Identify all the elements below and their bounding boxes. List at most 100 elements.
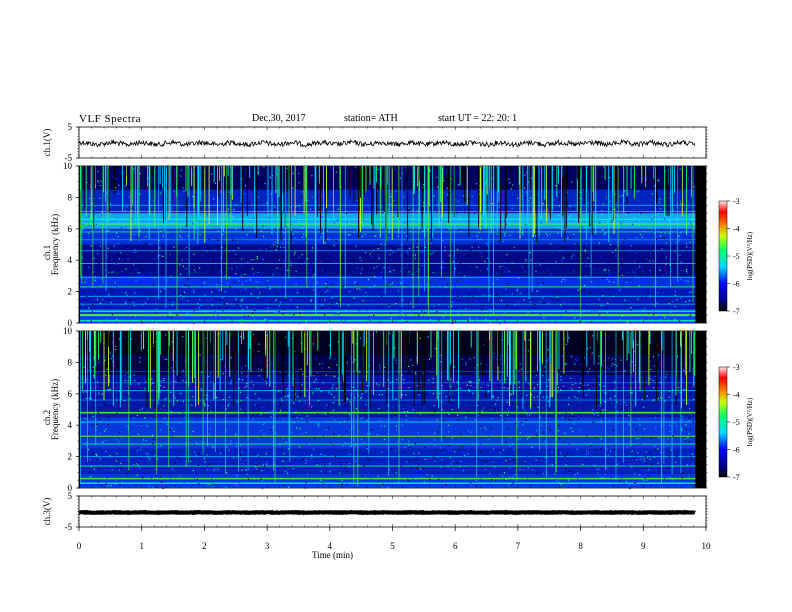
spectrogram-pixel	[292, 187, 294, 189]
spectrogram-pixel	[511, 476, 513, 478]
spectrogram-pixel	[93, 271, 95, 273]
spectrogram-pixel	[575, 267, 577, 269]
spectrogram-pixel	[594, 453, 596, 456]
spectrogram-pixel	[207, 263, 209, 265]
spectrogram-pixel	[193, 253, 195, 255]
spectrogram-pixel	[252, 312, 254, 314]
spectrogram-pixel	[450, 419, 452, 421]
spectrogram-pixel	[361, 419, 364, 421]
spectrogram-pixel	[255, 462, 257, 464]
spectrogram-pixel	[685, 310, 687, 312]
spectrogram-pixel	[355, 343, 358, 345]
spectrogram-pixel	[355, 204, 357, 207]
spectrogram-pixel	[470, 382, 472, 384]
spectrogram-pixel	[235, 341, 238, 343]
spectrogram-pixel	[366, 401, 368, 403]
spectrogram-pixel	[635, 412, 638, 415]
spectrogram-pixel	[568, 470, 571, 472]
spectrogram-pixel	[598, 242, 600, 244]
spectrogram-pixel	[345, 197, 347, 199]
spectrogram-pixel	[388, 254, 390, 256]
spectrogram-pixel	[299, 317, 301, 319]
spectrogram-pixel	[233, 208, 235, 210]
spectrogram-pixel	[506, 303, 508, 305]
spectrogram-pixel	[398, 251, 400, 253]
spectrogram-pixel	[383, 245, 385, 247]
spectrogram-pixel	[111, 171, 113, 173]
spectrogram-pixel	[662, 366, 664, 368]
spectrogram-pixel	[226, 282, 229, 284]
spectrogram-pixel	[688, 206, 690, 208]
spectrogram-pixel	[481, 217, 483, 219]
spectrogram-pixel	[349, 466, 351, 468]
spectrogram-pixel	[371, 251, 373, 253]
spectrogram-pixel	[684, 420, 686, 422]
spectrogram-pixel	[553, 319, 555, 321]
spectrogram-pixel	[275, 292, 277, 294]
spectrogram-pixel	[683, 335, 685, 337]
spectrogram-pixel	[259, 292, 261, 294]
spectrogram-pixel	[354, 434, 356, 436]
spectrogram-pixel	[163, 386, 165, 388]
spectrogram-pixel	[346, 351, 348, 353]
spectrogram-pixel	[266, 185, 268, 187]
spectrogram-pixel	[434, 432, 436, 434]
spectrogram-pixel	[605, 268, 607, 271]
spectrogram-pixel	[550, 243, 552, 245]
spectrogram-pixel	[534, 235, 537, 237]
spectrogram-pixel	[567, 188, 569, 190]
spectrogram-pixel	[679, 269, 682, 271]
spectrogram-pixel	[366, 447, 368, 449]
spectrogram-pixel	[300, 195, 302, 197]
spectrogram-pixel	[458, 449, 460, 451]
spectrogram-pixel	[592, 212, 594, 214]
spectrogram-pixel	[375, 235, 377, 237]
spectrogram-pixel	[600, 179, 603, 181]
spectrogram-pixel	[649, 349, 651, 351]
spectrogram-pixel	[422, 315, 424, 317]
spectrogram-pixel	[427, 203, 429, 205]
spectrogram-pixel	[611, 318, 613, 320]
spectrogram-pixel	[621, 263, 623, 265]
spectrogram-pixel	[567, 388, 569, 390]
spectrogram-pixel	[304, 261, 306, 263]
spectrogram-pixel	[416, 357, 418, 359]
spectrogram-pixel	[318, 208, 320, 211]
spectrogram-pixel	[478, 440, 480, 442]
spectrogram-pixel	[474, 373, 476, 375]
spectrogram-pixel	[390, 196, 392, 198]
spectrogram-pixel	[539, 314, 542, 316]
spectrogram-pixel	[228, 376, 230, 378]
spectrogram-pixel	[145, 236, 147, 238]
spectrogram-pixel	[224, 353, 226, 355]
spectrogram-pixel	[692, 315, 694, 317]
spectrogram-pixel	[258, 205, 260, 207]
spectrogram-pixel	[105, 439, 107, 441]
spectrogram-pixel	[299, 312, 301, 314]
spectrogram-pixel	[293, 394, 295, 396]
spectrogram-pixel	[145, 440, 147, 442]
spectrogram-pixel	[290, 298, 292, 300]
spectrogram-pixel	[360, 418, 362, 420]
spectrogram-pixel	[163, 288, 166, 290]
spectrogram-pixel	[600, 420, 602, 422]
spectrogram-pixel	[328, 307, 330, 309]
spectrogram-pixel	[131, 209, 133, 211]
spectrogram-pixel	[243, 193, 245, 195]
spectrogram-pixel	[422, 190, 424, 192]
spectrogram-pixel	[452, 212, 454, 214]
spectrogram-pixel	[641, 309, 643, 312]
spectrogram-pixel	[635, 274, 637, 277]
spectrogram-pixel	[181, 298, 183, 300]
spectrogram-pixel	[523, 299, 525, 301]
spectrogram-pixel	[506, 304, 508, 307]
spectrogram-pixel	[575, 382, 577, 384]
spectrogram-pixel	[152, 370, 154, 372]
spectrogram-pixel	[506, 254, 508, 256]
spectrogram-pixel	[283, 308, 285, 310]
spectrogram-pixel	[354, 281, 356, 283]
spectrogram-pixel	[585, 453, 588, 455]
spectrogram-pixel	[164, 399, 166, 401]
spectrogram-pixel	[250, 168, 253, 170]
spectrogram-pixel	[590, 321, 592, 323]
